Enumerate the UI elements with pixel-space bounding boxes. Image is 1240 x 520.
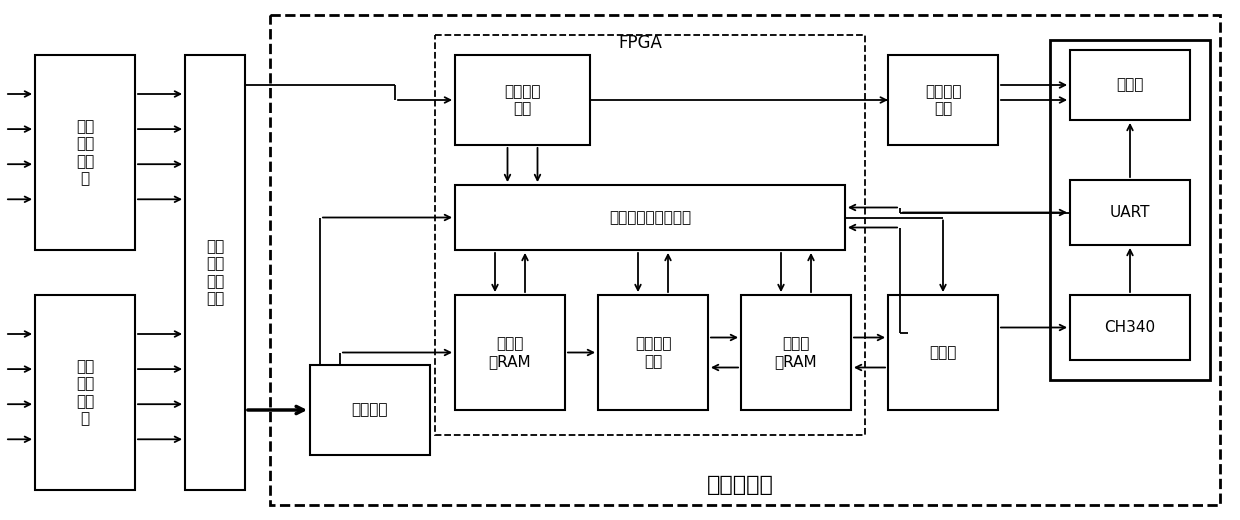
Bar <box>1070 50 1190 120</box>
Text: 电源管理
模块: 电源管理 模块 <box>925 84 961 116</box>
Text: 存储器: 存储器 <box>929 345 957 360</box>
Text: 数字接口: 数字接口 <box>352 402 388 418</box>
Text: 电压
电流
合并
单元: 电压 电流 合并 单元 <box>206 239 224 306</box>
Text: 频率检测
模块: 频率检测 模块 <box>505 84 541 116</box>
Bar <box>270 15 1220 505</box>
Bar <box>455 295 565 410</box>
Bar <box>435 35 866 435</box>
Text: 液晶屏: 液晶屏 <box>1116 77 1143 93</box>
Text: 有限状态机控制模块: 有限状态机控制模块 <box>609 210 691 225</box>
Bar <box>598 295 708 410</box>
Text: CH340: CH340 <box>1105 320 1156 335</box>
Bar <box>35 295 135 490</box>
Text: 谐波分析仪: 谐波分析仪 <box>707 475 774 495</box>
Bar <box>888 295 998 410</box>
Bar <box>888 55 998 145</box>
Bar <box>1070 180 1190 245</box>
Text: FPGA: FPGA <box>618 34 662 52</box>
Text: 数据处理
模块: 数据处理 模块 <box>635 336 671 369</box>
Bar <box>185 55 246 490</box>
Text: 输入双
口RAM: 输入双 口RAM <box>489 336 531 369</box>
Bar <box>1050 40 1210 380</box>
Bar <box>742 295 851 410</box>
Text: 输出双
口RAM: 输出双 口RAM <box>775 336 817 369</box>
Text: UART: UART <box>1110 205 1151 220</box>
Bar <box>455 55 590 145</box>
Bar <box>455 185 844 250</box>
Bar <box>310 365 430 455</box>
Text: 光学
电压
互感
器: 光学 电压 互感 器 <box>76 119 94 186</box>
Bar <box>35 55 135 250</box>
Text: 光学
电流
互感
器: 光学 电流 互感 器 <box>76 359 94 426</box>
Bar <box>1070 295 1190 360</box>
